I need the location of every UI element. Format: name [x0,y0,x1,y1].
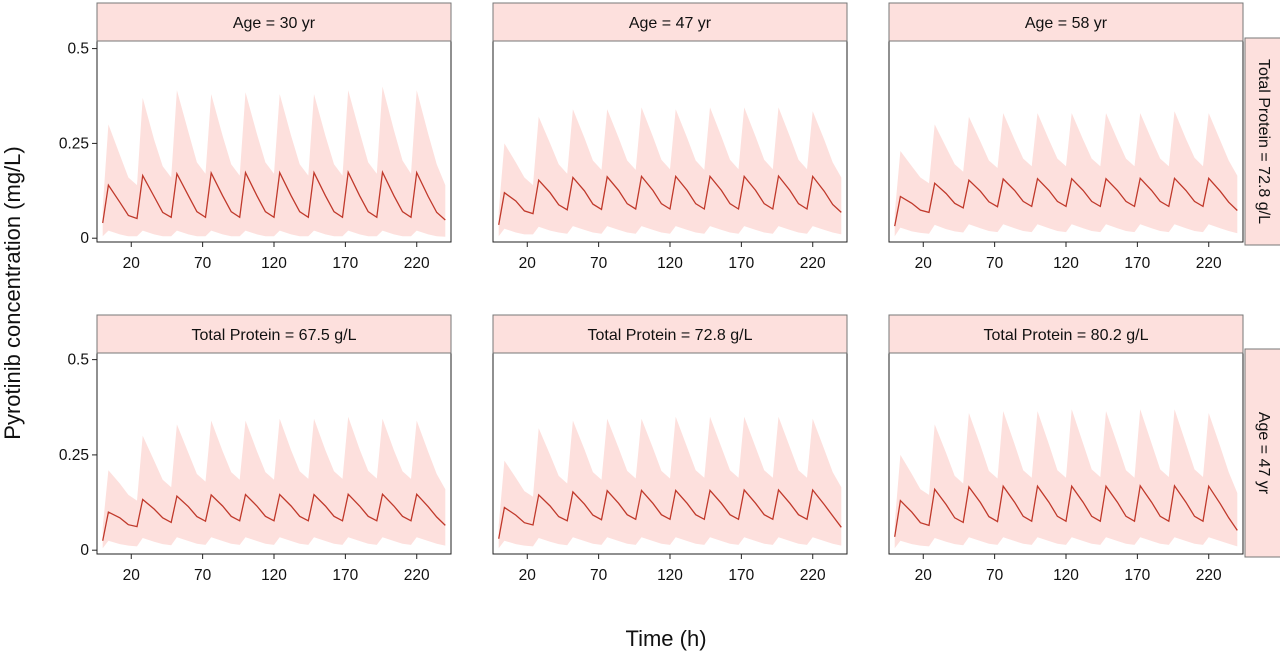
facet-strip [888,2,1244,42]
y-axis-title: Pyrotinib concentration (mg/L) [0,146,25,439]
x-tick-label: 120 [261,567,287,584]
x-tick-label: 70 [590,255,608,272]
x-tick-label: 70 [986,255,1004,272]
x-tick-label: 20 [123,567,141,584]
x-tick-label: 170 [1124,567,1150,584]
x-tick-label: 20 [519,255,537,272]
facet-strip-label: Age = 47 yr [629,15,712,32]
facet-strip [492,2,848,42]
panel-5: Total Protein = 72.8 g/L 20 70 120 170 220 [492,314,848,584]
ci-ribbon [894,111,1238,237]
x-tick-label: 220 [404,567,430,584]
panel-3: Age = 58 yr Total Protein = 72.8 g/L 20 70 1… [888,2,1280,272]
median-line [894,176,1238,227]
median-line [498,174,842,226]
facet-strip-label: Total Protein = 80.2 g/L [984,327,1149,344]
x-tick-label: 120 [657,567,683,584]
median-line [894,484,1238,537]
x-tick-label: 20 [123,255,141,272]
y-tick-label: 0 [80,230,89,247]
x-axis-title: Time (h) [625,626,706,651]
x-tick-label: 120 [261,255,287,272]
panel-1: Age = 30 yr 0 0.25 0.5 20 70 120 170 220 [59,2,452,272]
x-tick-label: 170 [332,567,358,584]
y-tick-label: 0.25 [59,135,89,152]
x-tick-label: 70 [194,255,212,272]
x-tick-label: 170 [728,567,754,584]
ci-ribbon [498,416,842,549]
y-tick-label: 0 [80,542,89,559]
x-tick-label: 220 [1196,255,1222,272]
y-tick-label: 0.5 [67,352,89,369]
panel-2: Age = 47 yr 20 70 120 170 220 [492,2,848,272]
x-tick-label: 70 [986,567,1004,584]
y-tick-label: 0.5 [67,41,89,58]
x-tick-label: 170 [728,255,754,272]
x-tick-label: 170 [332,255,358,272]
x-tick-label: 170 [1124,255,1150,272]
panel-6: Total Protein = 80.2 g/L Age = 47 yr 20 70 1… [888,314,1280,584]
x-tick-label: 120 [1053,567,1079,584]
median-line [102,492,446,541]
facet-strip-right-label: Total Protein = 72.8 g/L [1255,59,1272,224]
facet-strip-right [1244,37,1280,246]
ci-ribbon [102,416,446,549]
x-tick-label: 70 [590,567,608,584]
facet-strip-label: Total Protein = 72.8 g/L [588,327,753,344]
facet-strip-label: Age = 30 yr [233,15,316,32]
x-tick-label: 120 [1053,255,1079,272]
x-tick-label: 70 [194,567,212,584]
facet-strip [96,2,452,42]
x-tick-label: 20 [519,567,537,584]
panel-4: Total Protein = 67.5 g/L 0 0.25 0.5 20 70 120 1… [59,314,452,584]
facet-strip [96,314,452,354]
ci-ribbon [102,86,446,237]
x-tick-label: 20 [915,255,933,272]
y-tick-label: 0.25 [59,447,89,464]
x-tick-label: 120 [657,255,683,272]
facet-strip-label: Age = 58 yr [1025,15,1108,32]
x-tick-label: 220 [1196,567,1222,584]
facet-strip-label: Total Protein = 67.5 g/L [192,327,357,344]
x-tick-label: 20 [915,567,933,584]
facet-strip-right-label: Age = 47 yr [1255,412,1272,495]
facet-strip-right [1244,348,1280,558]
ci-ribbon [498,107,842,237]
facet-strip [888,314,1244,354]
ci-ribbon [894,409,1238,549]
median-line [102,169,446,224]
x-tick-label: 220 [800,567,826,584]
median-line [498,488,842,539]
x-tick-label: 220 [404,255,430,272]
facet-strip [492,314,848,354]
x-tick-label: 220 [800,255,826,272]
